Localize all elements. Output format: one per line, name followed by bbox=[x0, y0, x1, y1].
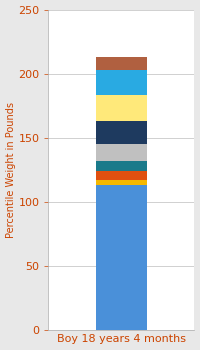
Bar bbox=[96, 180, 147, 185]
Bar bbox=[96, 161, 147, 171]
Bar bbox=[96, 95, 147, 121]
Bar bbox=[96, 57, 147, 70]
Bar bbox=[96, 70, 147, 95]
Bar bbox=[96, 185, 147, 330]
Y-axis label: Percentile Weight in Pounds: Percentile Weight in Pounds bbox=[6, 102, 16, 238]
Bar bbox=[96, 144, 147, 161]
Bar bbox=[96, 171, 147, 180]
Bar bbox=[96, 121, 147, 144]
